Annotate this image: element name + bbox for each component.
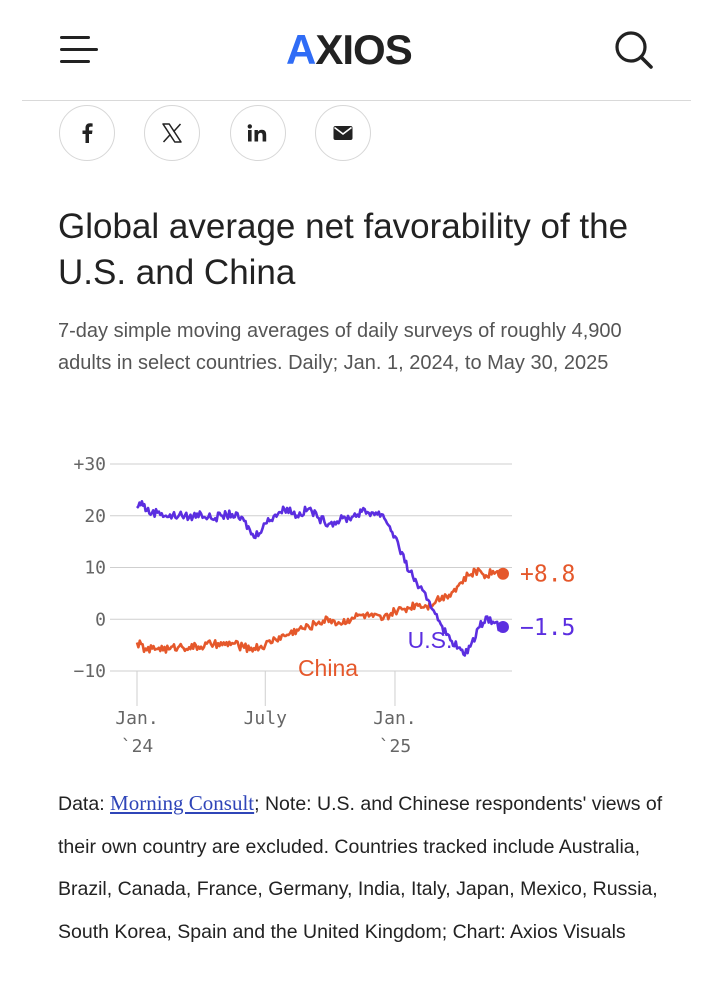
series-end-dot-china <box>497 567 509 580</box>
y-tick-label: −10 <box>73 661 106 682</box>
series-end-label-us: −1.5 <box>520 615 575 641</box>
logo-letter-a: A <box>286 26 316 73</box>
footnote-text: ; Note: U.S. and Chinese respondents' vi… <box>58 793 663 943</box>
series-name-label-china: China <box>298 655 358 681</box>
x-share-button[interactable] <box>144 105 200 161</box>
chart-footnote: Data: Morning Consult; Note: U.S. and Ch… <box>58 782 668 953</box>
header-divider <box>22 100 691 101</box>
y-axis-ticks: +30 20 10 0 −10 <box>73 454 106 682</box>
email-icon <box>333 126 353 140</box>
data-prefix: Data: <box>58 793 111 815</box>
site-header: AXIOS <box>0 0 706 100</box>
morning-consult-link[interactable]: Morning Consult <box>110 791 255 815</box>
series-end-dot-us <box>497 621 509 634</box>
x-tick-year-label: `25 <box>379 736 412 757</box>
chart-title: Global average net favorability of the U… <box>58 207 629 292</box>
series-lines: +8.8 China −1.5 U.S. <box>135 500 575 681</box>
x-tick-label: Jan. <box>373 708 416 729</box>
y-tick-label: 20 <box>84 506 106 527</box>
line-chart: +30 20 10 0 −10 Jan. `24 July Jan. `25 +8.8 China… <box>73 454 575 757</box>
series-name-label-us: U.S. <box>408 627 453 653</box>
y-tick-label: +30 <box>73 454 106 475</box>
email-share-button[interactable] <box>315 105 371 161</box>
series-line-china <box>135 567 501 654</box>
facebook-share-button[interactable] <box>59 105 115 161</box>
axios-logo[interactable]: AXIOS <box>286 26 413 74</box>
x-tick-year-label: `24 <box>121 736 154 757</box>
hamburger-menu-icon[interactable] <box>60 34 98 66</box>
facebook-icon <box>82 123 93 143</box>
y-tick-label: 10 <box>84 558 106 579</box>
x-icon <box>162 123 182 143</box>
x-axis-ticks: Jan. `24 July Jan. `25 <box>115 671 417 757</box>
series-end-label-china: +8.8 <box>520 562 575 588</box>
linkedin-icon <box>247 124 267 142</box>
series-line-us <box>136 500 502 657</box>
search-icon[interactable] <box>612 28 656 72</box>
x-tick-label: Jan. <box>115 708 158 729</box>
linkedin-share-button[interactable] <box>230 105 286 161</box>
grid-lines <box>110 463 512 672</box>
y-tick-label: 0 <box>95 609 106 630</box>
logo-letters: XIOS <box>315 26 412 73</box>
chart-subtitle: 7-day simple moving averages of daily su… <box>58 320 622 374</box>
x-tick-label: July <box>244 708 288 729</box>
